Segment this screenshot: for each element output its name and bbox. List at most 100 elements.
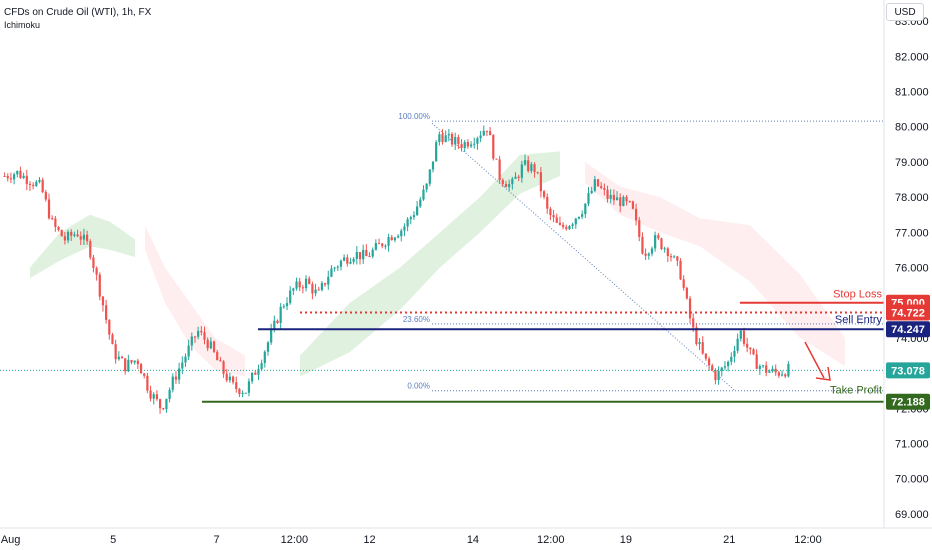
candle-body <box>511 178 514 185</box>
candle-body <box>54 218 57 227</box>
candle-body <box>197 330 200 337</box>
candle-body <box>60 230 63 237</box>
candle-body <box>450 133 454 145</box>
candle-body <box>203 332 206 340</box>
candle-body <box>742 330 746 344</box>
candle-body <box>673 256 676 258</box>
candle-body <box>628 201 631 203</box>
candle-body <box>447 133 450 136</box>
candle-body <box>469 144 473 147</box>
candle-body <box>124 358 127 372</box>
candle-body <box>108 319 111 335</box>
time-axis[interactable]: Aug 5 7 12:00 12 14 12:00 19 21 12:00 <box>0 527 932 546</box>
price-tick: 81.000 <box>895 87 929 99</box>
time-tick: 7 <box>214 534 220 546</box>
candle-body <box>187 345 190 357</box>
price-tick: 79.000 <box>895 157 929 169</box>
candle-body <box>25 175 28 184</box>
candle-body <box>784 374 787 377</box>
candle-body <box>517 176 520 178</box>
candle-body <box>479 135 482 139</box>
candle-body <box>577 216 581 219</box>
candle-body <box>498 159 501 180</box>
candle-body <box>460 144 463 149</box>
candle-body <box>692 318 695 328</box>
cloud-area <box>145 225 245 377</box>
candle-body <box>723 366 727 368</box>
candle-body <box>314 289 317 294</box>
candle-body <box>482 130 485 136</box>
level-badge: 74.722 <box>891 308 925 320</box>
candle-body <box>727 361 730 367</box>
time-tick: Aug <box>1 534 21 546</box>
candle-body <box>654 235 657 249</box>
time-tick: 12:00 <box>537 534 565 546</box>
candle-body <box>476 138 479 144</box>
candle-body <box>85 234 89 242</box>
candle-body <box>733 350 736 357</box>
candle-body <box>501 179 504 185</box>
candle-body <box>416 206 419 216</box>
candle-body <box>181 362 184 369</box>
candle-body <box>330 268 333 277</box>
sell-entry-badge-bg <box>886 321 930 338</box>
candle-body <box>435 142 438 162</box>
candle-body <box>333 267 336 269</box>
candle-body <box>273 320 276 330</box>
price-axis[interactable]: 83.00082.00081.00080.00079.00078.00077.0… <box>883 0 932 550</box>
candle-body <box>765 365 768 373</box>
candle-body <box>6 176 9 179</box>
candle-body <box>574 218 577 225</box>
candle-body <box>542 191 546 197</box>
candle-body <box>89 241 92 258</box>
candle-body <box>552 215 555 218</box>
candle-body <box>178 368 181 380</box>
candle-body <box>746 343 749 348</box>
indicator-label[interactable]: Ichimoku <box>4 20 41 30</box>
candle-body <box>168 389 171 399</box>
candle-body <box>22 175 25 178</box>
fib-trendline <box>431 122 736 392</box>
candle-body <box>28 183 32 185</box>
candle-body <box>701 342 704 354</box>
candle-body <box>289 290 292 304</box>
candle-body <box>241 392 244 394</box>
candle-body <box>149 390 152 399</box>
candle-body <box>561 224 565 227</box>
time-tick: 12:00 <box>794 534 822 546</box>
level-badge-bg <box>886 304 930 321</box>
candle-body <box>396 236 400 238</box>
candle-body <box>295 281 298 289</box>
candle-body <box>231 376 235 383</box>
chart-title: CFDs on Crude Oil (WTI), 1h, FX <box>4 7 152 18</box>
candle-body <box>209 341 212 349</box>
candle-body <box>111 334 114 345</box>
fib-label: 23.60% <box>403 315 430 324</box>
price-tick: 76.000 <box>895 263 929 275</box>
candle-body <box>593 179 596 191</box>
candle-body <box>263 351 266 363</box>
candle-body <box>587 193 590 204</box>
currency-button[interactable]: USD <box>886 3 924 21</box>
candle-body <box>114 344 117 360</box>
candle-body <box>638 220 641 237</box>
candle-body <box>352 258 355 262</box>
candle-body <box>193 336 197 338</box>
price-tick: 80.000 <box>895 122 929 134</box>
candle-body <box>244 392 247 394</box>
candle-body <box>308 278 311 284</box>
down-arrow-icon <box>804 341 825 379</box>
cloud-area <box>30 214 135 279</box>
sell-entry-badge: 74.247 <box>891 324 925 336</box>
candle-body <box>698 342 701 344</box>
time-tick: 14 <box>467 534 479 546</box>
candle-body <box>603 188 606 190</box>
candle-body <box>558 222 562 225</box>
candle-body <box>139 364 143 374</box>
candle-body <box>619 197 622 206</box>
candle-body <box>720 367 723 372</box>
candle-body <box>66 231 70 241</box>
candle-body <box>625 196 628 202</box>
candle-body <box>292 288 295 291</box>
